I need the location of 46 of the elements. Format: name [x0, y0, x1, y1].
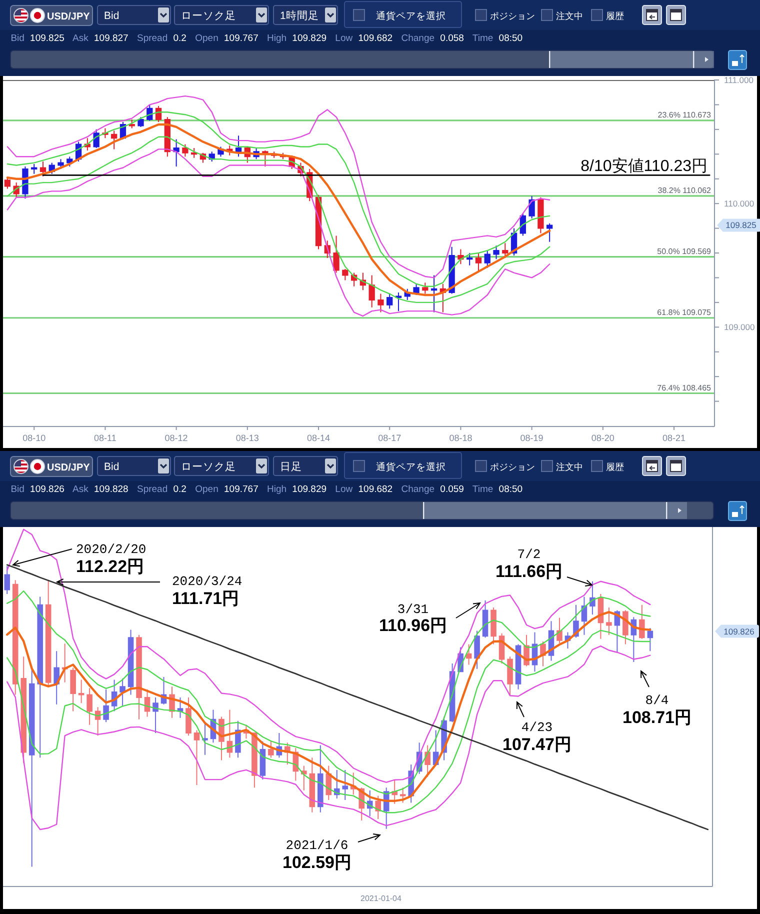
x-tick-label: 08-20: [591, 433, 614, 443]
x-tick-label: 08-18: [449, 433, 472, 443]
dropdown: Bid: [97, 456, 171, 476]
dropdown: Bid: [97, 5, 171, 25]
dropdown: ローソク足: [174, 5, 269, 25]
series-label: 8/10安値110.23円: [580, 157, 708, 176]
checkbox: 注文中: [541, 460, 583, 472]
ref-line-label: 50.0% 109.569: [657, 246, 712, 256]
x-tick-label: 08-14: [306, 433, 330, 443]
dropdown: ローソク足: [174, 456, 269, 476]
header: USD/JPY Bid 109.826 Ask 109.828 Spread 0.2 Open 109.767 High 109.829 Low 109.682 Change 0.059 Time 08:50 Bid ローソク足 日足 通貨ペアを選択 ポジション 注文中 履歴: [0, 451, 760, 527]
ref-line-label: 61.8% 109.075: [657, 308, 712, 317]
annotation: 8/4 108.71円: [622, 693, 692, 727]
x-tick-label: 08-13: [236, 433, 259, 443]
checkbox: 注文中: [541, 9, 583, 21]
annotation: 4/23 107.47円: [502, 720, 572, 754]
dropdown: 日足: [273, 456, 338, 476]
annotation: 7/2 111.66円: [495, 547, 563, 581]
ref-line-label: 76.4% 108.465: [657, 383, 712, 392]
annotation: 2020/3/24 111.71円: [172, 574, 242, 608]
ref-line-label: 23.6% 110.673: [658, 110, 712, 120]
annotation: 3/31 110.96円: [378, 602, 448, 635]
ref-line-label: 38.2% 110.062: [658, 186, 712, 195]
y-tick-label: 110.000: [724, 198, 754, 209]
price-tag: 109.825: [717, 218, 760, 232]
chart-title: USD/JPY: [47, 12, 90, 22]
checkbox: ポジション: [475, 9, 535, 21]
checkbox: 履歴: [591, 460, 624, 472]
chart-title: USD/JPY: [47, 462, 90, 474]
annotation: 2021/1/6 102.59円: [282, 838, 352, 872]
x-tick-label: 08-21: [662, 433, 686, 443]
button: 通貨ペアを選択: [344, 1, 462, 28]
button: 通貨ペアを選択: [344, 452, 462, 479]
y-tick-label: 111.000: [724, 75, 754, 85]
x-tick-label: 08-19: [520, 433, 544, 443]
x-tick-label: 08-17: [378, 433, 402, 443]
x-tick-label: 08-10: [22, 433, 46, 443]
x-tick-label: 08-12: [164, 433, 188, 443]
checkbox: ポジション: [475, 460, 535, 472]
text: 2021-01-04: [360, 894, 402, 903]
annotation: 2020/2/20 112.22円: [76, 542, 146, 576]
header: USD/JPY Bid 109.825 Ask 109.827 Spread 0.2 Open 109.767 High 109.829 Low 109.682 Change 0.058 Time 08:50 Bid ローソク足 1時間足 通貨ペアを選択 ポジション 注文中 履歴: [0, 0, 760, 76]
checkbox: 履歴: [591, 9, 624, 21]
x-tick-label: 08-11: [94, 433, 116, 443]
y-tick-label: 109.000: [724, 322, 755, 332]
dropdown: 1時間足: [273, 5, 338, 25]
